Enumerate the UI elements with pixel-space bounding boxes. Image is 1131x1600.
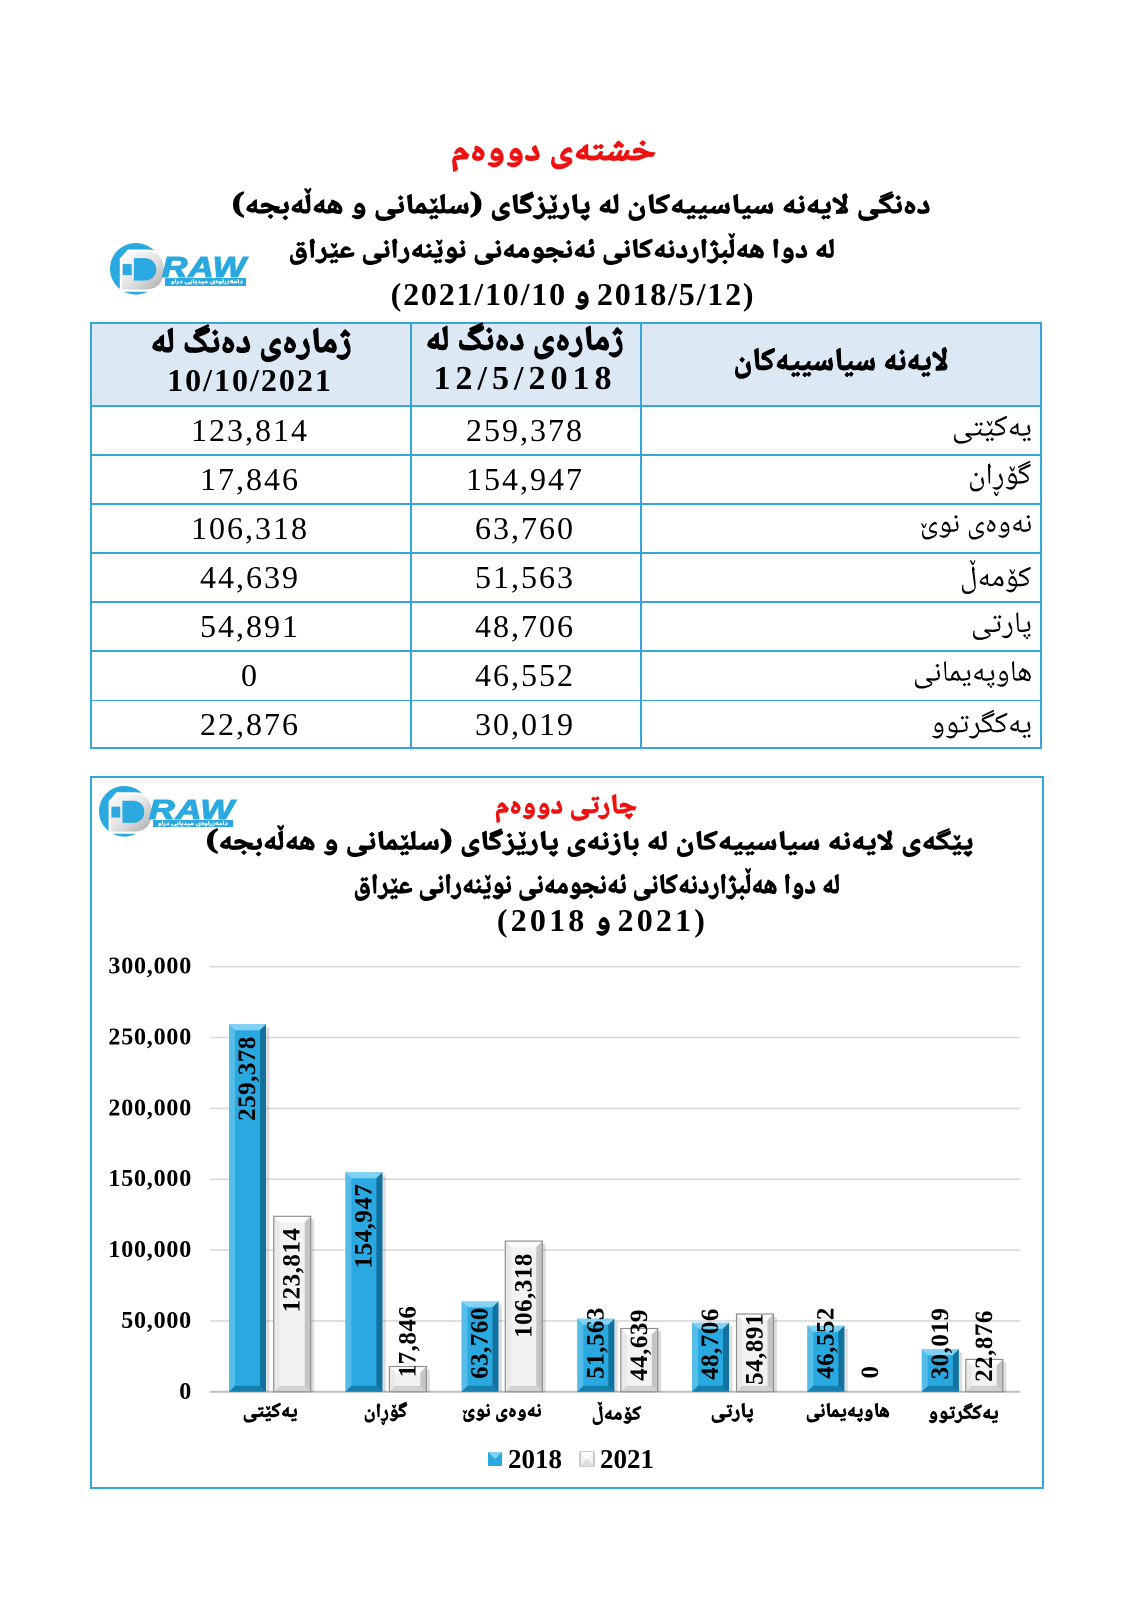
- svg-text:30,019: 30,019: [927, 1308, 954, 1380]
- svg-text:0: 0: [179, 1379, 192, 1405]
- svg-text:54,891: 54,891: [742, 1313, 769, 1385]
- svg-text:154,947: 154,947: [350, 1184, 377, 1269]
- svg-text:100,000: 100,000: [108, 1237, 192, 1263]
- svg-text:259,378: 259,378: [234, 1036, 261, 1121]
- svg-text:46,552: 46,552: [812, 1307, 839, 1379]
- svg-text:2021: 2021: [600, 1444, 654, 1474]
- svg-text:22,876: 22,876: [971, 1310, 998, 1382]
- svg-text:200,000: 200,000: [108, 1095, 192, 1121]
- svg-text:150,000: 150,000: [108, 1166, 192, 1192]
- svg-text:63,760: 63,760: [467, 1307, 494, 1379]
- svg-text:250,000: 250,000: [108, 1025, 192, 1051]
- svg-text:106,318: 106,318: [510, 1253, 537, 1338]
- svg-text:51,563: 51,563: [582, 1307, 609, 1379]
- svg-text:123,814: 123,814: [279, 1228, 306, 1313]
- svg-text:300,000: 300,000: [108, 954, 192, 980]
- svg-text:17,846: 17,846: [394, 1306, 421, 1378]
- svg-text:44,639: 44,639: [626, 1309, 653, 1381]
- svg-text:0: 0: [857, 1366, 884, 1379]
- svg-text:50,000: 50,000: [121, 1308, 192, 1334]
- svg-text:2018: 2018: [508, 1444, 562, 1474]
- svg-text:48,706: 48,706: [697, 1308, 724, 1380]
